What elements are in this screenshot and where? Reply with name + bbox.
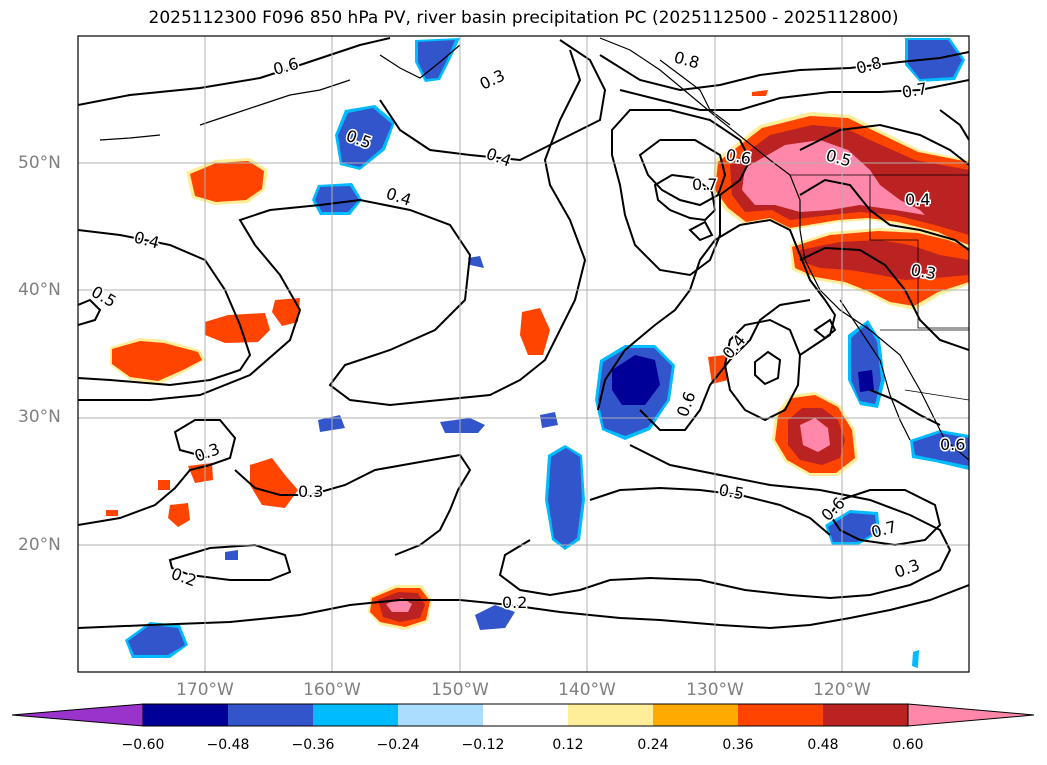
colorbar-tick-label: 0.48: [807, 737, 839, 753]
contour-label: 0.4: [905, 190, 930, 209]
colorbar-tick-label: −0.60: [121, 737, 165, 753]
contour-label: 0.3: [909, 260, 937, 283]
colorbar-segment: [568, 704, 653, 726]
lat-label-20n: 20°N: [18, 535, 61, 555]
contour-label: 0.6: [940, 435, 965, 454]
lon-label-160w: 160°W: [303, 680, 361, 700]
colorbar-tick-label: 0.12: [552, 737, 584, 753]
colorbar-tick-label: −0.48: [206, 737, 250, 753]
colorbar-segment: [483, 704, 568, 726]
colorbar-tick-label: −0.24: [376, 737, 420, 753]
borders: [790, 174, 969, 401]
pv-contours: [78, 37, 969, 630]
colorbar-segment: [398, 704, 483, 726]
contour-label: 0.7: [900, 79, 928, 102]
graticule: [78, 36, 969, 672]
colorbar-segment: [313, 704, 398, 726]
lat-label-50n: 50°N: [18, 153, 61, 173]
lon-label-120w: 120°W: [813, 680, 871, 700]
colorbar-segment: [823, 704, 908, 726]
precip-negative-shading: [125, 38, 969, 668]
colorbar-extend-low: [11, 703, 144, 727]
colorbar-tick-label: −0.12: [461, 737, 505, 753]
lon-label-170w: 170°W: [176, 680, 234, 700]
colorbar-tick-label: 0.24: [637, 737, 669, 753]
lon-label-150w: 150°W: [431, 680, 489, 700]
colorbar-tick-label: 0.60: [892, 737, 924, 753]
colorbar-segment: [143, 704, 228, 726]
contour-label: 0.7: [692, 175, 717, 194]
lon-label-140w: 140°W: [558, 680, 616, 700]
lat-label-40n: 40°N: [18, 280, 61, 300]
contour-label: 0.2: [502, 593, 527, 612]
colorbar-segment: [653, 704, 738, 726]
colorbar-segment: [738, 704, 823, 726]
coastlines: [99, 37, 969, 461]
colorbar-segment: [228, 704, 313, 726]
colorbar-extend-high: [907, 703, 1035, 727]
figure-title: 2025112300 F096 850 hPa PV, river basin …: [148, 8, 899, 28]
colorbar-tick-label: −0.36: [291, 737, 335, 753]
contour-label: 0.3: [298, 482, 323, 501]
colorbar-tick-label: 0.36: [722, 737, 754, 753]
lon-label-130w: 130°W: [686, 680, 744, 700]
lat-label-30n: 30°N: [18, 407, 61, 427]
